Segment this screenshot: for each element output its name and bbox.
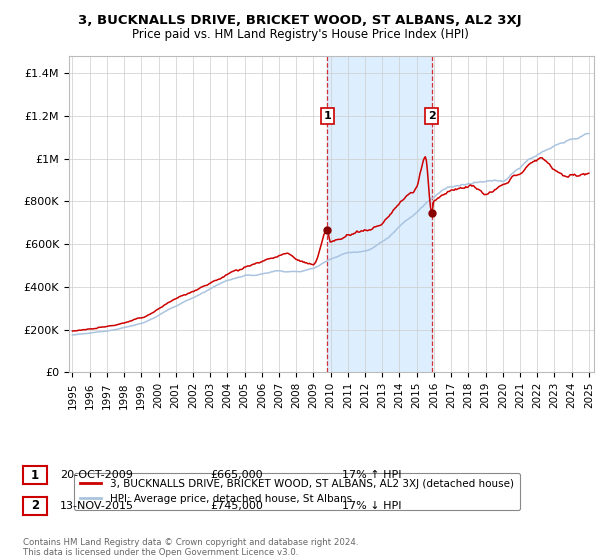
Text: 13-NOV-2015: 13-NOV-2015 bbox=[60, 501, 134, 511]
Text: 2: 2 bbox=[428, 111, 436, 121]
Text: Price paid vs. HM Land Registry's House Price Index (HPI): Price paid vs. HM Land Registry's House … bbox=[131, 28, 469, 41]
Text: 2: 2 bbox=[31, 500, 39, 512]
Bar bbox=[327, 56, 431, 372]
Text: 1: 1 bbox=[323, 111, 331, 121]
Legend: 3, BUCKNALLS DRIVE, BRICKET WOOD, ST ALBANS, AL2 3XJ (detached house), HPI: Aver: 3, BUCKNALLS DRIVE, BRICKET WOOD, ST ALB… bbox=[74, 473, 520, 510]
Text: £745,000: £745,000 bbox=[210, 501, 263, 511]
Text: Contains HM Land Registry data © Crown copyright and database right 2024.
This d: Contains HM Land Registry data © Crown c… bbox=[23, 538, 358, 557]
Text: 20-OCT-2009: 20-OCT-2009 bbox=[60, 470, 133, 480]
Text: 3, BUCKNALLS DRIVE, BRICKET WOOD, ST ALBANS, AL2 3XJ: 3, BUCKNALLS DRIVE, BRICKET WOOD, ST ALB… bbox=[78, 14, 522, 27]
Text: 17% ↑ HPI: 17% ↑ HPI bbox=[342, 470, 401, 480]
Text: £665,000: £665,000 bbox=[210, 470, 263, 480]
Text: 17% ↓ HPI: 17% ↓ HPI bbox=[342, 501, 401, 511]
Text: 1: 1 bbox=[31, 469, 39, 482]
